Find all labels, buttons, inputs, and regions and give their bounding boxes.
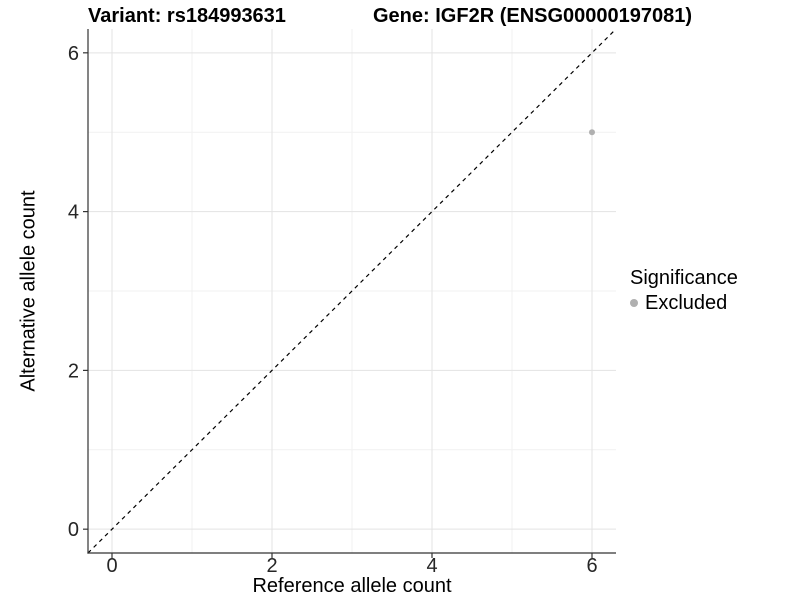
legend-key-dot-icon: [630, 299, 638, 307]
x-tick-label: 0: [106, 555, 117, 577]
x-tick-label: 6: [586, 555, 597, 577]
data-point: [589, 129, 595, 136]
gene-title: Gene: IGF2R (ENSG00000197081): [373, 5, 693, 27]
y-tick-label: 4: [68, 202, 79, 224]
legend: Significance Excluded: [630, 267, 738, 314]
legend-items: Excluded: [630, 292, 738, 314]
y-tick-label: 2: [68, 360, 79, 382]
x-tick-label: 2: [266, 555, 277, 577]
y-axis-title: Alternative allele count: [17, 190, 40, 392]
identity-line: [87, 28, 617, 554]
legend-item-label: Excluded: [645, 292, 728, 314]
variant-title: Variant: rs184993631: [88, 5, 286, 27]
x-axis-title: Reference allele count: [252, 575, 452, 597]
legend-item: Excluded: [630, 292, 738, 314]
x-tick-label: 4: [426, 555, 437, 577]
y-tick-label: 0: [68, 519, 79, 541]
y-tick-label: 6: [68, 43, 79, 65]
legend-title: Significance: [630, 267, 738, 289]
